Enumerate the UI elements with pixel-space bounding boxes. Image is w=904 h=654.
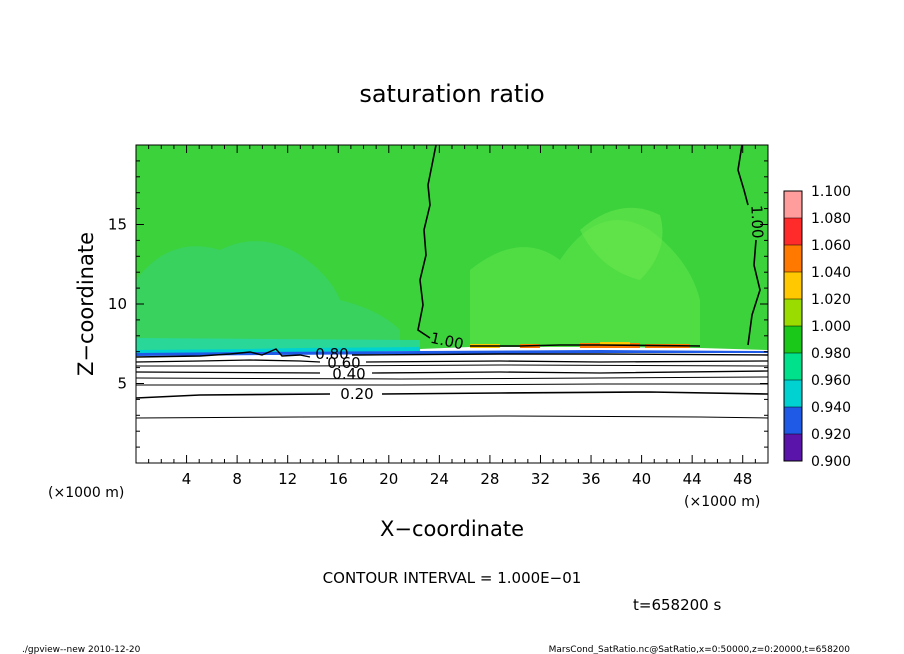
colorbar-swatch	[784, 434, 802, 461]
colorbar-swatch	[784, 245, 802, 272]
colorbar-swatch	[784, 380, 802, 407]
contour-label-0.80: 0.80	[315, 345, 348, 363]
colorbar: 1.100 1.080 1.060 1.040 1.020 1.000 0.980 0.960…	[783, 184, 851, 470]
colorbar-label: 0.900	[811, 454, 851, 470]
contour-line-0.40	[136, 370, 768, 374]
contour-label-0.40: 0.40	[332, 365, 365, 383]
colorbar-label: 1.000	[811, 319, 851, 335]
contour-line-1.00-bottom	[470, 344, 701, 347]
footer-right: MarsCond_SatRatio.nc@SatRatio,x=0:50000,…	[549, 645, 851, 654]
contour-line-0.20	[136, 391, 768, 399]
colorbar-label: 0.920	[811, 427, 851, 443]
contour-line-1.00-right	[737, 145, 761, 346]
x-tick-label: 48	[733, 470, 752, 488]
time-label: t=658200 s	[633, 596, 721, 614]
contour-line-0.25	[136, 383, 768, 386]
plot-field	[136, 145, 768, 463]
contour-line-0.50	[136, 364, 768, 367]
x-axis-ticks: 4 8 12 16 20 24 28 32 36 40 44 48	[148, 145, 756, 488]
chart-title: saturation ratio	[359, 80, 544, 108]
hot-spot	[600, 342, 630, 345]
contour-line-0.60	[136, 359, 768, 363]
contour-label-0.20: 0.20	[340, 385, 373, 403]
colorbar-label: 0.960	[811, 373, 851, 389]
y-tick-label: 15	[108, 216, 127, 234]
y-axis-ticks: 5 10 15	[108, 160, 768, 448]
contour-label-1.00-right: 1.00	[747, 205, 766, 239]
colorbar-swatch	[784, 353, 802, 380]
x-tick-label: 24	[430, 470, 449, 488]
colorbar-swatch	[784, 218, 802, 245]
x-tick-label: 28	[480, 470, 499, 488]
colorbar-label: 1.100	[811, 184, 851, 200]
x-tick-label: 20	[379, 470, 398, 488]
y-axis-label: Z−coordinate	[74, 232, 98, 376]
x-tick-label: 32	[531, 470, 550, 488]
contour-line-1.00-left	[417, 145, 437, 339]
y-tick-label: 10	[108, 295, 127, 313]
x-axis-label: X−coordinate	[380, 517, 524, 541]
lighter-patch-top	[580, 207, 663, 280]
x-tick-label: 36	[581, 470, 600, 488]
colorbar-swatch	[784, 191, 802, 218]
colorbar-swatch	[784, 407, 802, 434]
contour-line-0.80	[136, 348, 768, 358]
x-tick-label: 40	[632, 470, 651, 488]
x-tick-label: 4	[182, 470, 192, 488]
y-tick-label: 5	[117, 375, 127, 393]
contour-label-0.60: 0.60	[327, 354, 360, 372]
colorbar-label: 0.980	[811, 346, 851, 362]
x-unit-right: (×1000 m)	[684, 494, 760, 510]
colorbar-label: 1.060	[811, 238, 851, 254]
x-unit-left: (×1000 m)	[48, 485, 124, 501]
colorbar-label: 1.040	[811, 265, 851, 281]
colorbar-label: 1.080	[811, 211, 851, 227]
x-tick-label: 12	[278, 470, 297, 488]
colorbar-label: 1.020	[811, 292, 851, 308]
x-tick-label: 8	[232, 470, 242, 488]
contour-line-0.30	[136, 376, 768, 380]
colorbar-swatch	[784, 272, 802, 299]
colorbar-label: 0.940	[811, 400, 851, 416]
footer-left: ./gpview--new 2010-12-20	[22, 645, 141, 654]
x-tick-label: 44	[683, 470, 702, 488]
contour-line-0.10	[136, 415, 768, 419]
teal-patch-left	[136, 241, 400, 352]
x-tick-label: 16	[329, 470, 348, 488]
blue-edge	[136, 350, 768, 356]
colorbar-swatch	[784, 326, 802, 353]
contour-interval: CONTOUR INTERVAL = 1.000E−01	[323, 569, 582, 587]
colorbar-swatch	[784, 299, 802, 326]
